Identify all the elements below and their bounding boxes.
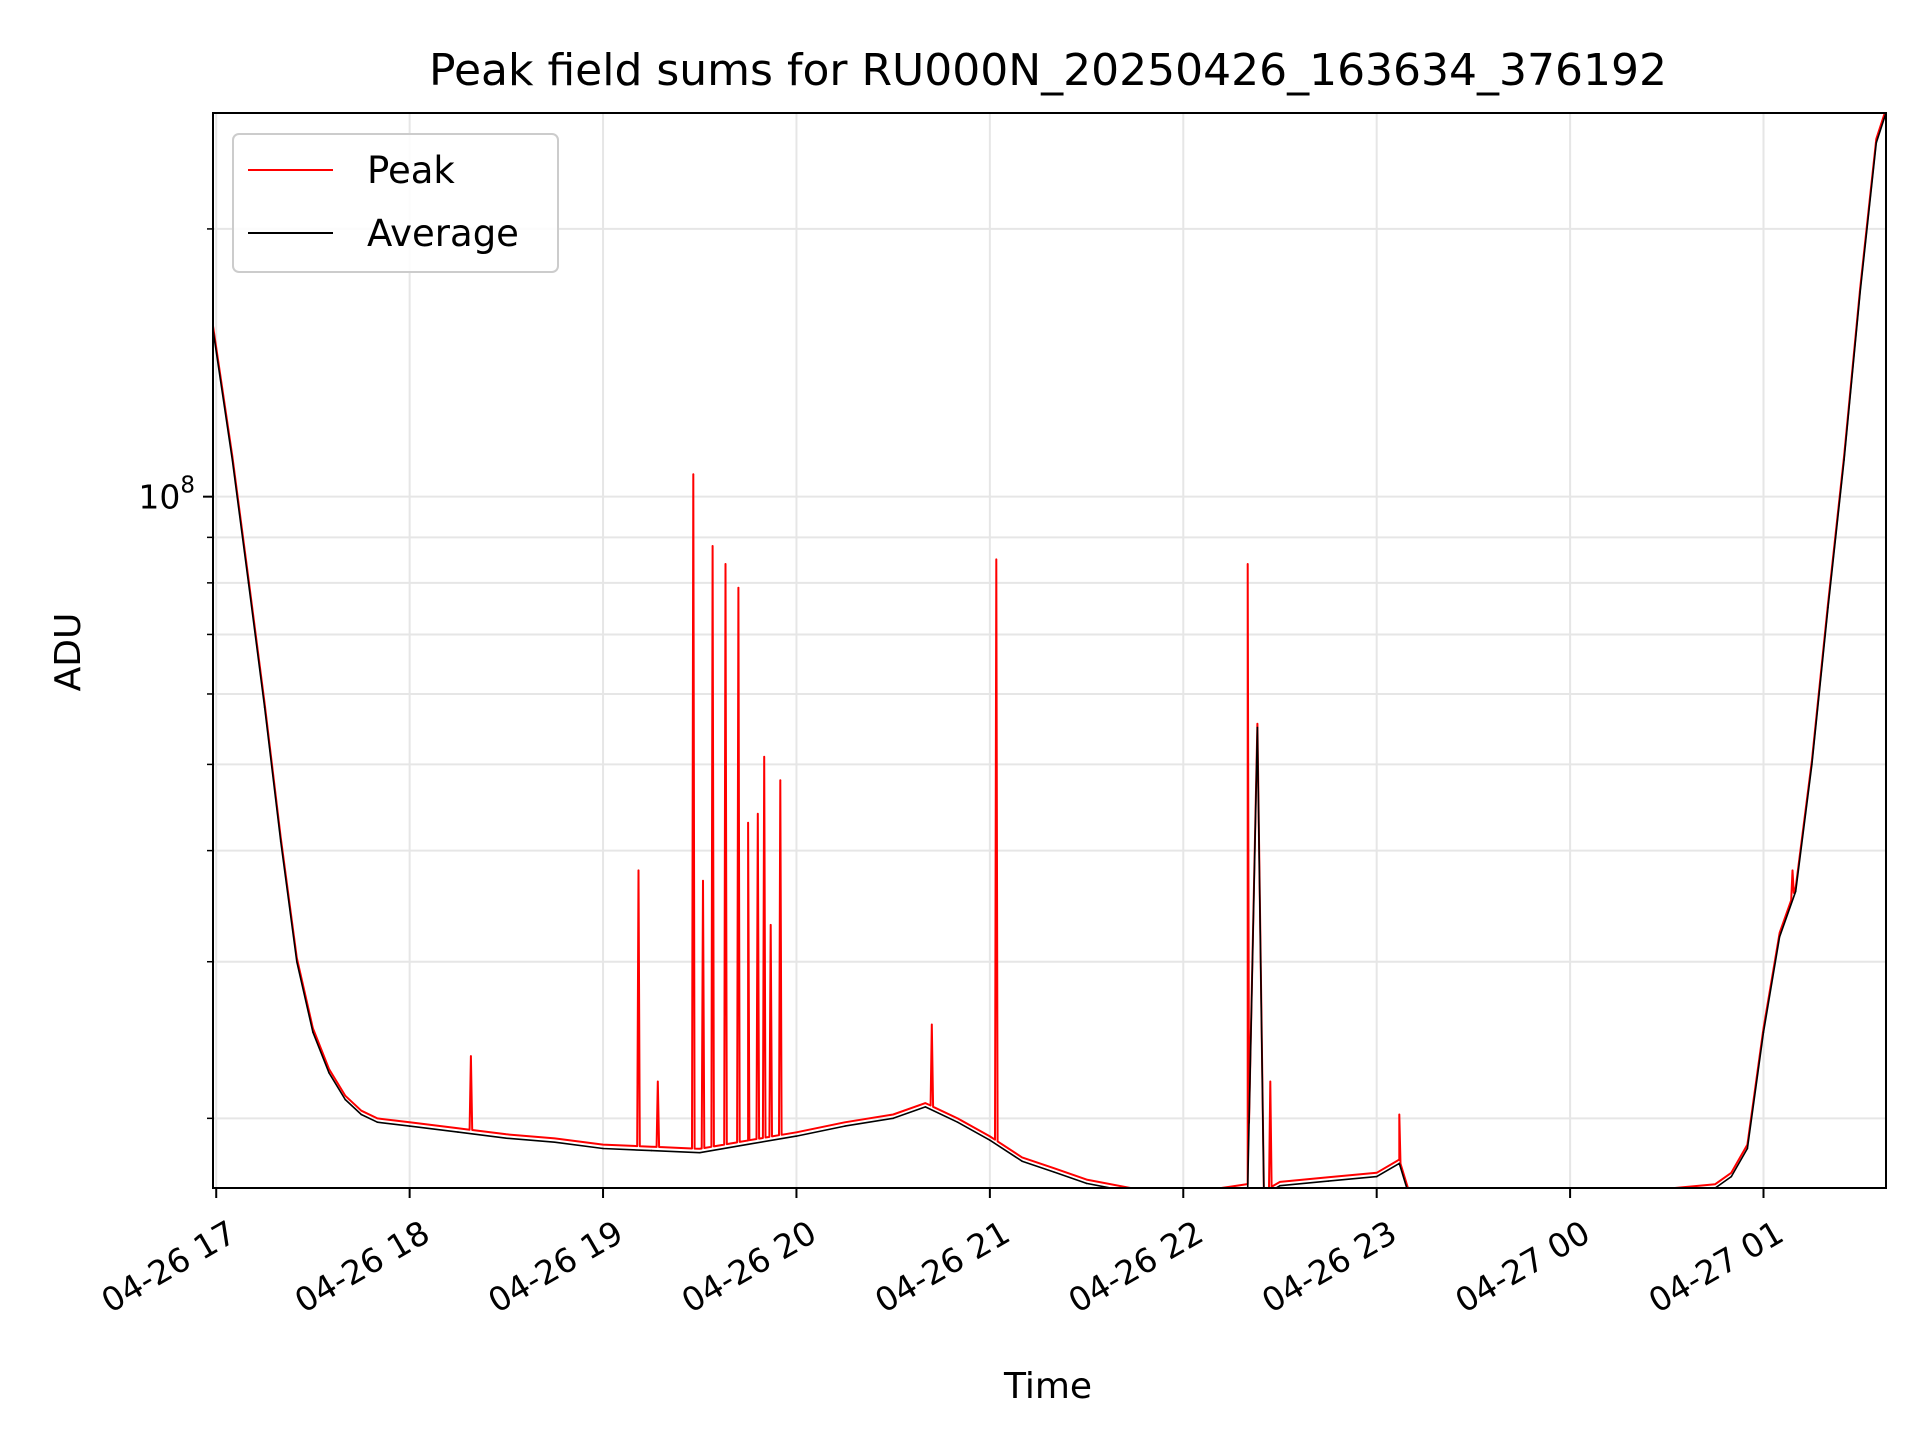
y-axis: 108 — [138, 228, 213, 1120]
y-tick-label-base: 10 — [138, 478, 180, 517]
average-point — [279, 840, 282, 842]
plot-frame — [212, 112, 1887, 1189]
peak-point — [724, 563, 727, 565]
average-point — [376, 1121, 379, 1124]
average-point — [1762, 1031, 1765, 1033]
peak-point — [747, 821, 749, 824]
peak-point — [1269, 1080, 1272, 1083]
average-point — [1053, 1171, 1056, 1173]
peak-point — [779, 779, 782, 781]
average-point — [1746, 1147, 1749, 1150]
peak-point — [692, 473, 695, 475]
chart-title: Peak field sums for RU000N_20250426_1636… — [429, 45, 1667, 96]
peak-point — [711, 545, 714, 547]
average-point — [505, 1137, 508, 1139]
plot-area — [213, 113, 1886, 1188]
peak-point — [737, 586, 740, 589]
average-point — [747, 1143, 749, 1146]
average-point — [1375, 1175, 1378, 1178]
average-point — [1827, 606, 1829, 609]
average-point — [956, 1121, 959, 1124]
average-point — [328, 1072, 330, 1074]
average-point — [989, 1139, 991, 1141]
peak-point — [931, 1023, 933, 1026]
peak-point — [763, 755, 766, 758]
peak-point — [637, 869, 640, 872]
legend: Peak Average — [232, 133, 559, 273]
peak-point — [470, 1055, 472, 1057]
average-point — [263, 706, 266, 708]
average-point — [1811, 763, 1813, 766]
peak-point — [769, 924, 772, 926]
average-point — [924, 1106, 927, 1108]
y-tick-label-exponent: 8 — [180, 473, 195, 499]
average-point — [1875, 141, 1878, 144]
y-tick-label: 108 — [138, 473, 195, 517]
x-axis-label: Time — [1003, 1366, 1092, 1407]
y-axis-label: ADU — [48, 613, 89, 692]
average-point — [360, 1113, 363, 1116]
average-point — [553, 1141, 556, 1144]
peak-point — [702, 879, 704, 882]
grid — [213, 113, 1886, 1188]
average-point — [1778, 935, 1781, 938]
average-point — [1256, 726, 1259, 729]
legend-average-label: Average — [367, 212, 519, 255]
average-point — [457, 1131, 459, 1133]
average-point — [1730, 1175, 1733, 1178]
series-layer — [213, 113, 1886, 1188]
peak-point — [756, 812, 759, 815]
legend-box — [232, 133, 559, 273]
legend-peak-label: Peak — [367, 149, 455, 192]
average-point — [1843, 459, 1845, 461]
average-point — [602, 1147, 604, 1150]
average-point — [795, 1135, 798, 1137]
average-point — [1327, 1180, 1330, 1182]
series-peak-line — [213, 113, 1886, 1188]
average-point — [1859, 290, 1862, 293]
average-point — [1398, 1162, 1401, 1165]
average-point — [408, 1125, 411, 1127]
average-point — [231, 459, 234, 461]
series-average-line — [213, 113, 1886, 1188]
peak-point — [995, 558, 998, 561]
average-point — [892, 1117, 894, 1120]
average-point — [296, 960, 298, 963]
peak-point — [1246, 563, 1249, 565]
peak-point — [1398, 1113, 1401, 1116]
peak-point — [1791, 869, 1794, 872]
average-point — [698, 1151, 701, 1154]
average-point — [312, 1031, 314, 1033]
average-point — [344, 1098, 346, 1101]
peak-point — [657, 1080, 659, 1083]
average-point — [650, 1149, 653, 1152]
average-point — [1021, 1160, 1023, 1162]
average-point — [844, 1125, 846, 1127]
average-point — [1279, 1184, 1281, 1187]
average-point — [247, 582, 250, 584]
average-point — [1794, 890, 1797, 893]
average-point — [1085, 1182, 1088, 1185]
